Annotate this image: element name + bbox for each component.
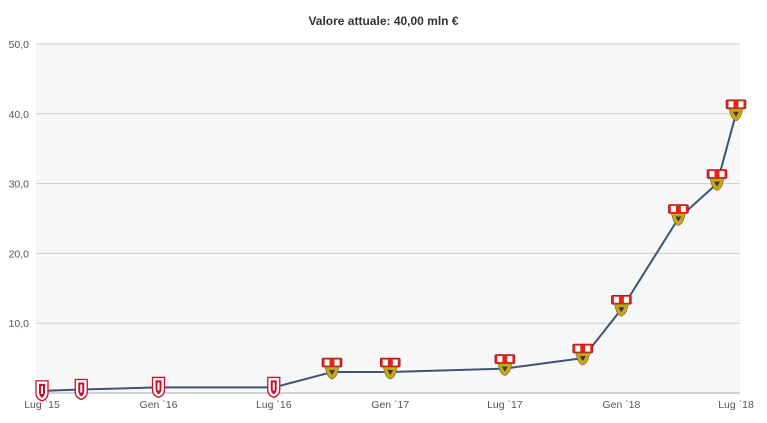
vfb-stuttgart-crest-icon (611, 294, 632, 317)
chart-title: Valore attuale: 40,00 mln € (308, 14, 459, 28)
data-point[interactable] (494, 354, 516, 376)
x-tick-label: Gen `17 (371, 399, 409, 411)
lille-crest-icon (151, 376, 166, 399)
x-tick-label: Lug `18 (718, 399, 754, 411)
lille-crest-icon (35, 380, 49, 402)
lille-crest-icon (267, 376, 281, 399)
grid-lines (36, 43, 740, 324)
data-point[interactable] (572, 343, 594, 366)
data-point[interactable] (321, 357, 343, 380)
vfb-stuttgart-crest-icon (668, 204, 689, 226)
y-axis-tick-labels: 10,0 20,0 30,0 40,0 50,0 (9, 39, 30, 330)
vfb-stuttgart-crest-icon (379, 357, 401, 380)
x-tick-label: Gen `18 (602, 399, 640, 411)
data-point[interactable] (611, 294, 632, 317)
data-point[interactable] (74, 378, 88, 401)
lille-crest-icon (74, 378, 88, 401)
y-tick-label: 40,0 (9, 109, 30, 121)
data-point[interactable] (267, 376, 281, 399)
data-point[interactable] (151, 376, 166, 399)
club-crest-markers (35, 99, 747, 402)
x-axis-tick-labels: Lug `15 Gen `16 Lug `16 Gen `17 Lug `17 Gen `… (24, 399, 754, 411)
y-tick-label: 20,0 (9, 248, 30, 260)
x-tick-label: Gen `16 (140, 399, 178, 411)
data-point[interactable] (35, 380, 49, 402)
plot-area (36, 44, 740, 393)
vfb-stuttgart-crest-icon (321, 357, 343, 380)
y-tick-label: 50,0 (9, 39, 30, 51)
x-tick-label: Lug `15 (24, 399, 60, 411)
x-tick-label: Lug `17 (487, 399, 523, 411)
data-point[interactable] (379, 357, 401, 380)
data-point[interactable] (668, 204, 689, 226)
y-tick-label: 10,0 (9, 318, 30, 330)
data-point[interactable] (725, 99, 747, 122)
vfb-stuttgart-crest-icon (725, 99, 747, 122)
vfb-stuttgart-crest-icon (572, 343, 594, 366)
data-point[interactable] (706, 169, 728, 191)
vfb-stuttgart-crest-icon (706, 169, 728, 191)
x-tick-label: Lug `16 (256, 399, 292, 411)
y-tick-label: 30,0 (9, 179, 30, 191)
vfb-stuttgart-crest-icon (494, 354, 516, 376)
